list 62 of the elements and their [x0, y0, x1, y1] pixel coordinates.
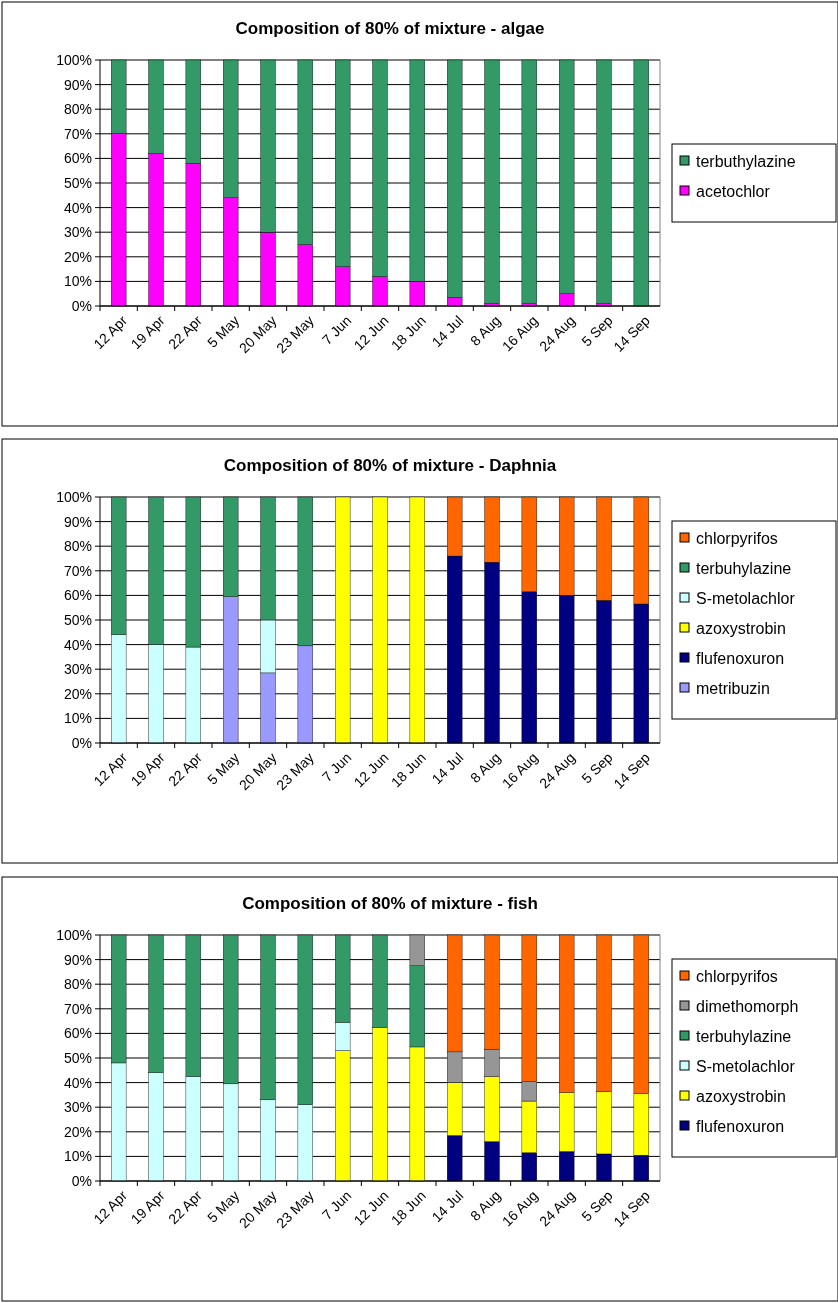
y-tick-label: 70% — [63, 1000, 92, 1017]
y-tick-label: 50% — [63, 611, 92, 628]
y-tick-label: 100% — [56, 488, 92, 505]
y-tick-label: 50% — [63, 1049, 92, 1066]
y-tick-label: 40% — [63, 199, 92, 216]
y-tick-label: 50% — [63, 174, 92, 191]
x-tick-label: 7 Jun — [318, 749, 355, 785]
y-tick-label: 10% — [63, 710, 92, 727]
y-tick-label: 90% — [63, 76, 92, 93]
y-tick-label: 0% — [71, 734, 92, 751]
legend-label: S-metolachlor — [696, 589, 796, 607]
legend-label: terbuhylazine — [696, 1027, 792, 1045]
legend-label: metribuzin — [696, 679, 770, 697]
y-tick-label: 20% — [63, 1123, 92, 1140]
y-tick-label: 30% — [63, 661, 92, 678]
legend-label: flufenoxuron — [696, 1117, 785, 1135]
legend-label: azoxystrobin — [696, 619, 786, 637]
y-tick-label: 20% — [63, 685, 92, 702]
legend-label: terbuthylazine — [696, 152, 796, 170]
legend-label: chlorpyrifos — [696, 967, 778, 985]
x-tick-label: 14 Jul — [428, 749, 467, 787]
x-tick-label: 7 Jun — [318, 1187, 355, 1223]
chart-title: Composition of 80% of mixture - Daphnia — [223, 456, 557, 475]
y-tick-label: 70% — [63, 562, 92, 579]
y-tick-label: 0% — [71, 1172, 92, 1189]
y-tick-label: 20% — [63, 248, 92, 265]
x-tick-label: 14 Jul — [428, 1187, 467, 1225]
x-tick-label: 8 Aug — [466, 1187, 504, 1224]
legend-label: azoxystrobin — [696, 1087, 786, 1105]
legend-label: acetochlor — [696, 182, 771, 200]
y-tick-label: 40% — [63, 1074, 92, 1091]
y-tick-label: 60% — [63, 587, 92, 604]
legend-label: dimethomorph — [696, 997, 799, 1015]
y-tick-label: 60% — [63, 150, 92, 167]
y-tick-label: 40% — [63, 636, 92, 653]
y-tick-label: 90% — [63, 951, 92, 968]
y-tick-label: 10% — [63, 273, 92, 290]
y-tick-label: 60% — [63, 1025, 92, 1042]
x-tick-label: 5 Sep — [578, 312, 616, 350]
legend-label: terbuhylazine — [696, 559, 792, 577]
y-tick-label: 80% — [63, 976, 92, 993]
x-tick-label: 5 Sep — [578, 749, 616, 787]
y-tick-label: 80% — [63, 101, 92, 118]
y-tick-label: 100% — [56, 926, 92, 943]
chart-title: Composition of 80% of mixture - algae — [235, 19, 545, 38]
y-tick-label: 30% — [63, 1099, 92, 1116]
y-tick-label: 30% — [63, 224, 92, 241]
x-tick-label: 8 Aug — [466, 749, 504, 786]
y-tick-label: 90% — [63, 513, 92, 530]
y-tick-label: 100% — [56, 51, 92, 68]
legend-label: flufenoxuron — [696, 649, 785, 667]
y-tick-label: 10% — [63, 1148, 92, 1165]
x-tick-label: 7 Jun — [318, 312, 355, 348]
y-tick-label: 70% — [63, 125, 92, 142]
x-tick-label: 8 Aug — [466, 312, 504, 349]
legend-label: chlorpyrifos — [696, 529, 778, 547]
y-tick-label: 80% — [63, 538, 92, 555]
chart-title: Composition of 80% of mixture - fish — [242, 894, 538, 913]
x-tick-label: 5 Sep — [578, 1187, 616, 1225]
y-tick-label: 0% — [71, 297, 92, 314]
x-tick-label: 14 Jul — [428, 312, 467, 350]
legend-label: S-metolachlor — [696, 1057, 796, 1075]
